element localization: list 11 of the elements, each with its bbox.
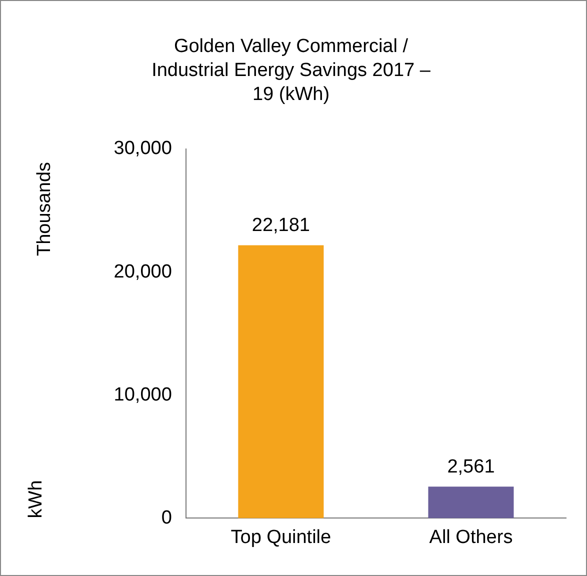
y-tick-label: 10,000 xyxy=(114,384,172,406)
y-tick-label: 30,000 xyxy=(114,138,172,160)
data-label: 2,561 xyxy=(447,456,495,478)
x-tick-label: All Others xyxy=(429,526,513,548)
x-tick-label: Top Quintile xyxy=(230,526,332,548)
text: Thousands xyxy=(34,162,56,256)
data-label: 22,181 xyxy=(252,214,310,236)
y-tick-label: 20,000 xyxy=(114,261,172,282)
y-axis-title: kWh xyxy=(26,480,47,518)
y-tick-label: 0 xyxy=(161,507,172,528)
chart-title: Golden Valley Commercial / Industrial Energy Savings 2017 – 19 (kWh) xyxy=(151,35,431,107)
